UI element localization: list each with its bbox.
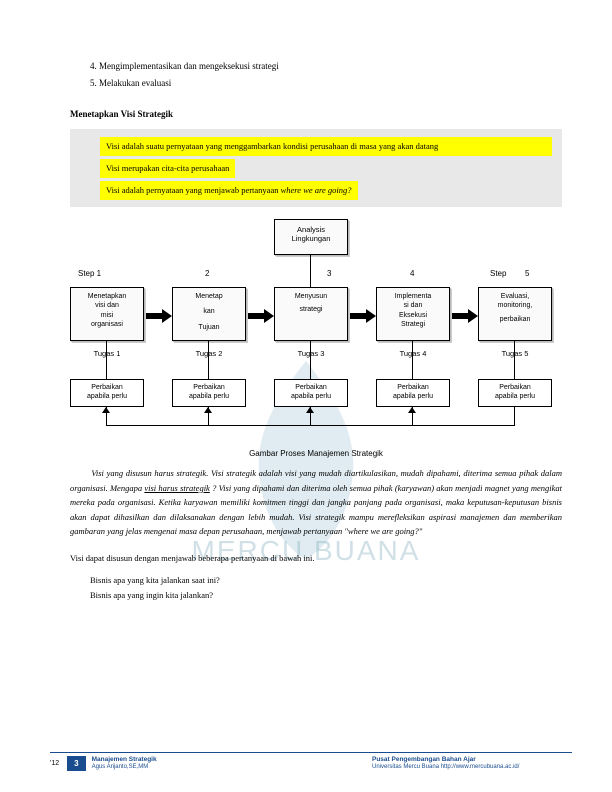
flow-box-4: Implementa si dan Eksekusi Strategi [376, 287, 450, 341]
perbaikan-5: Perbaikanapabila perlu [478, 379, 552, 407]
step-label-5: 5 [525, 269, 529, 278]
main-paragraph: Visi yang disusun harus strategik. Visi … [70, 466, 562, 538]
tugas-3: Tugas 3 [274, 349, 348, 358]
flow-box-5: Evaluasi, monitoring, perbaikan [478, 287, 552, 341]
body-text-2: Visi dapat disusun dengan menjawab beber… [70, 553, 562, 563]
question-1: Bisnis apa yang kita jalankan saat ini? [90, 573, 562, 588]
process-diagram: Analysis Lingkungan Step 1 2 3 4 Step 5 … [70, 219, 560, 449]
arrow-4 [452, 311, 478, 321]
highlight-3: Visi adalah pernyataan yang menjawab per… [100, 181, 358, 200]
flow-box-3: Menyusun strategi [274, 287, 348, 341]
tugas-4: Tugas 4 [376, 349, 450, 358]
tugas-1: Tugas 1 [70, 349, 144, 358]
diagram-caption: Gambar Proses Manajemen Strategik [70, 449, 562, 458]
feedback-arrow-1 [102, 407, 110, 413]
list-item-5: 5. Melakukan evaluasi [90, 77, 562, 90]
heading-visi-strategik: Menetapkan Visi Strategik [70, 109, 562, 119]
step-label-2: 2 [205, 269, 209, 278]
arrow-3 [350, 311, 376, 321]
feedback-arrow-3 [306, 407, 314, 413]
highlight-1: Visi adalah suatu pernyataan yang mengga… [100, 137, 552, 156]
question-2: Bisnis apa yang ingin kita jalankan? [90, 588, 562, 603]
tugas-5: Tugas 5 [478, 349, 552, 358]
step-label-1: Step 1 [78, 269, 101, 278]
perbaikan-3: Perbaikanapabila perlu [274, 379, 348, 407]
step-label-5pre: Step [490, 269, 506, 278]
connector-line [310, 255, 311, 287]
footer-year: '12 [50, 760, 59, 767]
step-label-4: 4 [410, 269, 414, 278]
step-label-3: 3 [327, 269, 331, 278]
analysis-box: Analysis Lingkungan [274, 219, 348, 255]
perbaikan-4: Perbaikanapabila perlu [376, 379, 450, 407]
feedback-arrow-2 [204, 407, 212, 413]
question-list: Bisnis apa yang kita jalankan saat ini? … [90, 573, 562, 604]
page-number: 3 [67, 756, 85, 771]
feedback-line [106, 425, 515, 426]
flow-box-2: Menetap kan Tujuan [172, 287, 246, 341]
highlight-2: Visi merupakan cita-cita perusahaan [100, 159, 235, 178]
footer-left-col: Manajemen Strategik Agus Arijanto,SE,MM [92, 756, 157, 772]
feedback-arrow-4 [408, 407, 416, 413]
footer-left: '12 3 Manajemen Strategik Agus Arijanto,… [50, 756, 157, 772]
flow-box-1: Menetapkan visi dan misi organisasi [70, 287, 144, 341]
arrow-2 [248, 311, 274, 321]
footer-right: Pusat Pengembangan Bahan Ajar Universita… [372, 756, 572, 772]
arrow-1 [146, 311, 172, 321]
highlight-box: Visi adalah suatu pernyataan yang mengga… [70, 129, 562, 207]
list-item-4: 4. Mengimplementasikan dan mengeksekusi … [90, 60, 562, 73]
perbaikan-2: Perbaikanapabila perlu [172, 379, 246, 407]
perbaikan-1: Perbaikanapabila perlu [70, 379, 144, 407]
tugas-2: Tugas 2 [172, 349, 246, 358]
page-footer: '12 3 Manajemen Strategik Agus Arijanto,… [50, 752, 572, 772]
